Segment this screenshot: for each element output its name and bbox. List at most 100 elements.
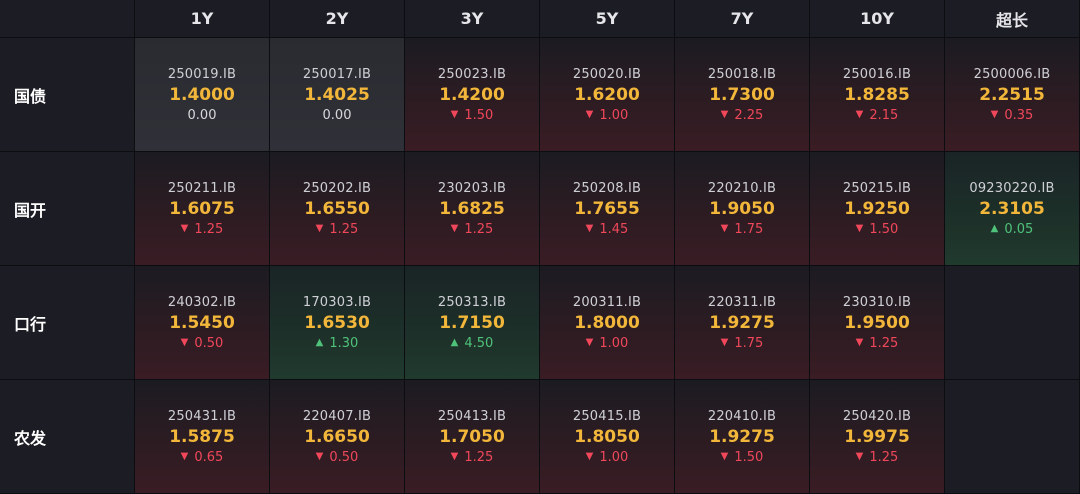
bond-cell[interactable]: 250431.IB 1.5875 ▼ 0.65	[135, 380, 270, 494]
bond-yield: 1.4200	[439, 84, 505, 105]
bond-code: 250023.IB	[437, 66, 507, 82]
bond-change-value: 0.00	[187, 107, 217, 123]
bond-change: ▼ 1.25	[856, 336, 899, 351]
bond-change: 0.00	[323, 108, 352, 123]
bond-yield: 1.6650	[304, 426, 370, 447]
bond-cell[interactable]: 250023.IB 1.4200 ▼ 1.50	[405, 38, 540, 152]
bond-cell[interactable]: 200311.IB 1.8000 ▼ 1.00	[540, 266, 675, 380]
bond-cell[interactable]: 2500006.IB 2.2515 ▼ 0.35	[945, 38, 1080, 152]
bond-cell[interactable]: 250211.IB 1.6075 ▼ 1.25	[135, 152, 270, 266]
bond-yield: 1.6550	[304, 198, 370, 219]
triangle-down-icon: ▼	[585, 109, 594, 120]
bond-code: 09230220.IB	[969, 180, 1055, 196]
bond-change: 0.00	[188, 108, 217, 123]
column-header-ultra-long: 超长	[945, 0, 1080, 38]
bond-change: ▼ 0.35	[991, 108, 1034, 123]
triangle-down-icon: ▼	[585, 337, 594, 348]
bond-cell[interactable]: 250313.IB 1.7150 ▲ 4.50	[405, 266, 540, 380]
bond-code: 170303.IB	[302, 294, 372, 310]
bond-change-value: 1.45	[599, 221, 629, 237]
bond-cell[interactable]: 250208.IB 1.7655 ▼ 1.45	[540, 152, 675, 266]
triangle-up-icon: ▲	[315, 337, 324, 348]
bond-code: 240302.IB	[167, 294, 237, 310]
bond-cell[interactable]: 250016.IB 1.8285 ▼ 2.15	[810, 38, 945, 152]
bond-yield: 1.6200	[574, 84, 640, 105]
bond-change-value: 1.25	[329, 221, 359, 237]
bond-cell[interactable]: 220410.IB 1.9275 ▼ 1.50	[675, 380, 810, 494]
column-header-2y: 2Y	[270, 0, 405, 38]
bond-code: 200311.IB	[572, 294, 642, 310]
column-header-7y: 7Y	[675, 0, 810, 38]
bond-cell[interactable]: 09230220.IB 2.3105 ▲ 0.05	[945, 152, 1080, 266]
row-label: 国债	[0, 38, 135, 152]
triangle-up-icon: ▲	[990, 223, 999, 234]
bond-yield: 1.9275	[709, 312, 775, 333]
bond-change-value: 2.15	[869, 107, 899, 123]
bond-code: 250415.IB	[572, 408, 642, 424]
bond-change: ▼ 1.00	[586, 108, 629, 123]
bond-change-value: 0.65	[194, 449, 224, 465]
column-header-1y: 1Y	[135, 0, 270, 38]
bond-change-value: 1.25	[464, 221, 494, 237]
bond-change-value: 1.50	[464, 107, 494, 123]
bond-yield: 1.5875	[169, 426, 235, 447]
bond-change: ▼ 2.25	[721, 108, 764, 123]
bond-cell[interactable]: 250018.IB 1.7300 ▼ 2.25	[675, 38, 810, 152]
column-header-5y: 5Y	[540, 0, 675, 38]
bond-cell[interactable]: 220311.IB 1.9275 ▼ 1.75	[675, 266, 810, 380]
bond-yield: 2.3105	[979, 198, 1045, 219]
bond-change: ▼ 1.45	[586, 222, 629, 237]
column-header-3y: 3Y	[405, 0, 540, 38]
bond-cell[interactable]: 250415.IB 1.8050 ▼ 1.00	[540, 380, 675, 494]
triangle-down-icon: ▼	[450, 451, 459, 462]
bond-code: 250215.IB	[842, 180, 912, 196]
bond-cell[interactable]: 170303.IB 1.6530 ▲ 1.30	[270, 266, 405, 380]
bond-code: 250208.IB	[572, 180, 642, 196]
bond-yield: 1.5450	[169, 312, 235, 333]
triangle-down-icon: ▼	[720, 337, 729, 348]
triangle-down-icon: ▼	[585, 451, 594, 462]
triangle-down-icon: ▼	[315, 451, 324, 462]
bond-cell[interactable]: 220407.IB 1.6650 ▼ 0.50	[270, 380, 405, 494]
triangle-down-icon: ▼	[180, 223, 189, 234]
bond-change: ▼ 1.25	[451, 222, 494, 237]
bond-code: 250019.IB	[167, 66, 237, 82]
triangle-down-icon: ▼	[585, 223, 594, 234]
bond-cell[interactable]: 240302.IB 1.5450 ▼ 0.50	[135, 266, 270, 380]
bond-cell[interactable]: 220210.IB 1.9050 ▼ 1.75	[675, 152, 810, 266]
bond-change: ▼ 0.50	[316, 450, 359, 465]
bond-change-value: 0.00	[322, 107, 352, 123]
bond-yield: 1.6530	[304, 312, 370, 333]
bond-code: 230310.IB	[842, 294, 912, 310]
bond-change: ▼ 1.75	[721, 222, 764, 237]
bond-change-value: 0.05	[1004, 221, 1034, 237]
bond-code: 250420.IB	[842, 408, 912, 424]
bond-cell[interactable]: 230203.IB 1.6825 ▼ 1.25	[405, 152, 540, 266]
bond-code: 2500006.IB	[973, 66, 1051, 82]
bond-code: 220407.IB	[302, 408, 372, 424]
bond-change: ▼ 1.25	[856, 450, 899, 465]
bond-code: 250017.IB	[302, 66, 372, 82]
bond-cell[interactable]: 230310.IB 1.9500 ▼ 1.25	[810, 266, 945, 380]
bond-cell[interactable]: 250413.IB 1.7050 ▼ 1.25	[405, 380, 540, 494]
triangle-down-icon: ▼	[855, 109, 864, 120]
bond-yield: 1.7050	[439, 426, 505, 447]
bond-change-value: 0.50	[329, 449, 359, 465]
bond-cell[interactable]: 250020.IB 1.6200 ▼ 1.00	[540, 38, 675, 152]
bond-cell[interactable]: 250202.IB 1.6550 ▼ 1.25	[270, 152, 405, 266]
triangle-down-icon: ▼	[855, 337, 864, 348]
bond-change: ▼ 1.25	[181, 222, 224, 237]
bond-change-value: 1.25	[194, 221, 224, 237]
bond-change: ▼ 0.65	[181, 450, 224, 465]
bond-yield: 1.9050	[709, 198, 775, 219]
bond-yield: 1.8285	[844, 84, 910, 105]
bond-cell[interactable]: 250019.IB 1.4000 0.00	[135, 38, 270, 152]
bond-yield: 1.9275	[709, 426, 775, 447]
bond-change: ▲ 4.50	[451, 336, 494, 351]
bond-cell[interactable]: 250420.IB 1.9975 ▼ 1.25	[810, 380, 945, 494]
bond-cell[interactable]: 250215.IB 1.9250 ▼ 1.50	[810, 152, 945, 266]
bond-change: ▼ 2.15	[856, 108, 899, 123]
bond-cell[interactable]: 250017.IB 1.4025 0.00	[270, 38, 405, 152]
bond-code: 250020.IB	[572, 66, 642, 82]
